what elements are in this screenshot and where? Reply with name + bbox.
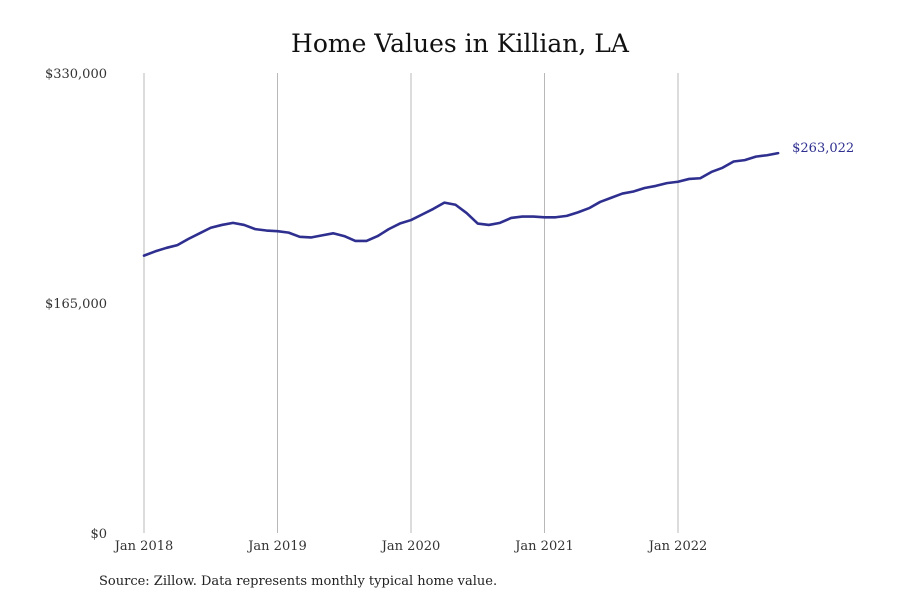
x-tick-label: Jan 2020: [380, 539, 441, 554]
y-tick-label: $0: [90, 527, 107, 542]
source-note: Source: Zillow. Data represents monthly …: [99, 574, 497, 589]
series-layer: $263,022: [142, 141, 854, 257]
x-tick-label: Jan 2022: [647, 539, 708, 554]
x-tick-label: Jan 2018: [113, 539, 174, 554]
y-axis-tick-labels: $0 $165,000 $330,000: [45, 67, 107, 542]
x-tick-label: Jan 2021: [513, 539, 574, 554]
x-tick-label: Jan 2019: [246, 539, 307, 554]
home-value-series-line: [142, 151, 780, 257]
chart-title: Home Values in Killian, LA: [291, 29, 630, 58]
y-tick-label: $165,000: [45, 297, 107, 312]
vertical-gridlines: [143, 73, 679, 533]
x-axis-tick-labels: Jan 2018 Jan 2019 Jan 2020 Jan 2021 Jan 2022: [113, 539, 708, 554]
y-tick-label: $330,000: [45, 67, 107, 82]
series-end-value-label: $263,022: [792, 141, 854, 156]
